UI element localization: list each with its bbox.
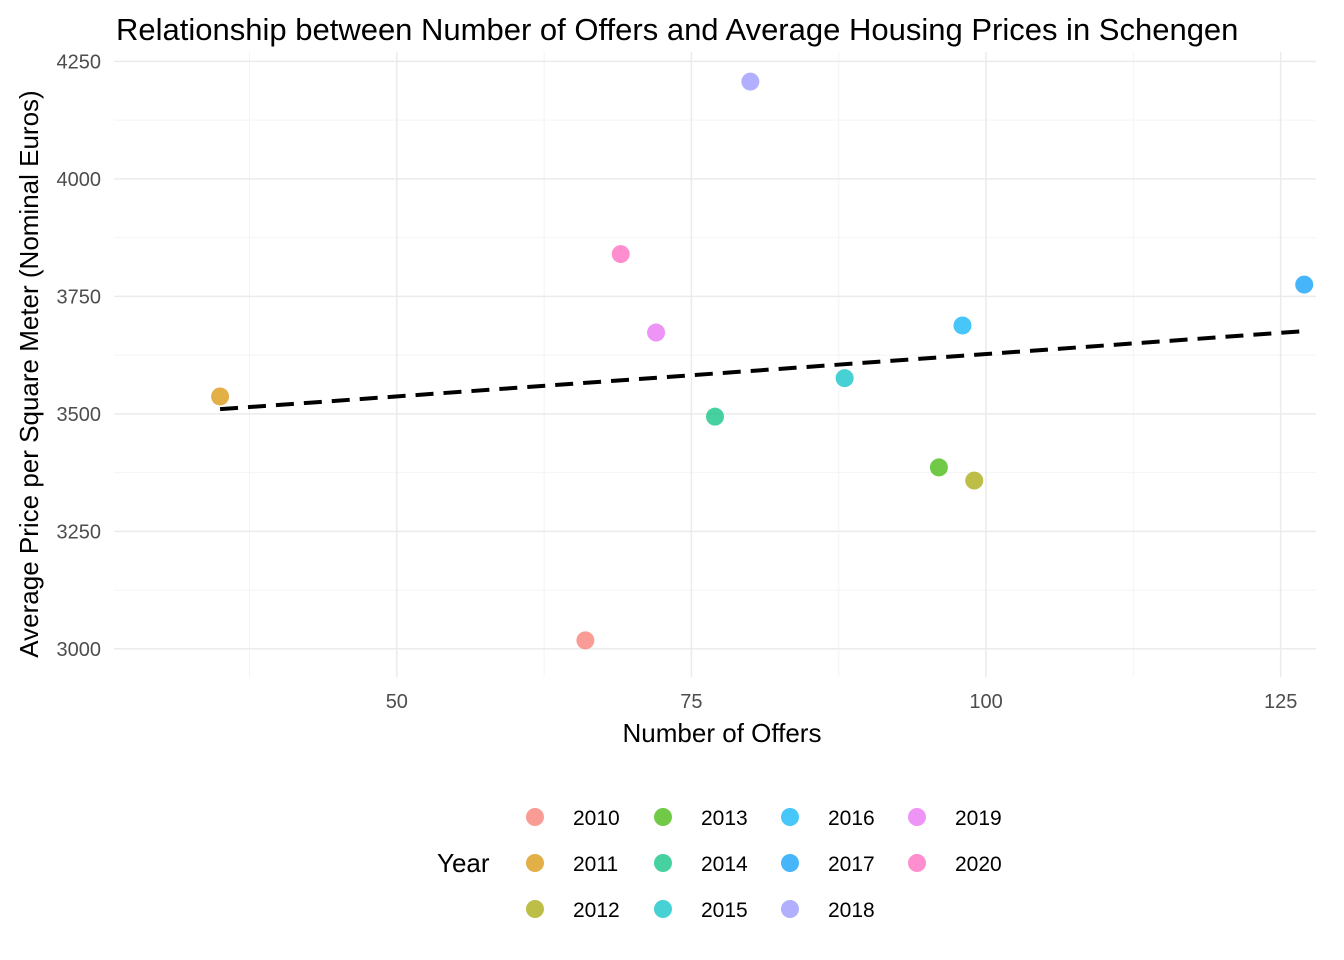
legend-label-2012: 2012 <box>573 899 620 922</box>
x-tick-label: 75 <box>680 691 702 713</box>
x-tick-label: 125 <box>1264 691 1297 713</box>
data-point-2012 <box>965 471 984 490</box>
y-tick-label: 3000 <box>57 639 102 661</box>
legend-key-2011 <box>526 854 544 872</box>
legend-label-2019: 2019 <box>955 807 1002 830</box>
legend-key-2016 <box>781 808 799 826</box>
legend-key-2015 <box>654 900 672 918</box>
data-points <box>211 72 1314 650</box>
data-point-2010 <box>576 631 595 650</box>
data-point-2015 <box>835 369 854 388</box>
y-tick-label: 3500 <box>57 404 102 426</box>
legend-key-2020 <box>908 854 926 872</box>
legend-label-2013: 2013 <box>701 807 748 830</box>
y-axis-title: Average Price per Square Meter (Nominal … <box>14 90 44 657</box>
trend-line-group <box>219 329 1305 412</box>
data-point-2014 <box>706 407 724 426</box>
legend-key-2019 <box>908 808 926 826</box>
legend-label-2011: 2011 <box>573 853 618 876</box>
y-tick-label: 3750 <box>57 286 102 308</box>
data-point-2019 <box>647 323 666 342</box>
x-axis-title: Number of Offers <box>623 718 822 748</box>
legend-label-2020: 2020 <box>955 853 1002 876</box>
x-tick-label: 100 <box>969 691 1002 713</box>
x-axis-ticks: 50 75 100 125 <box>386 691 1298 713</box>
legend-key-2018 <box>781 900 799 918</box>
legend: Year 20102011201220132014201520162017201… <box>437 807 1002 922</box>
data-point-2017 <box>1295 275 1314 294</box>
legend-key-2012 <box>526 900 544 918</box>
legend-label-2016: 2016 <box>828 807 875 830</box>
grid <box>114 52 1316 677</box>
data-point-2011 <box>211 387 230 406</box>
legend-items: 2010 2011 2012 2013 2014 2015 2016 2017 2018 2019… <box>526 807 1002 922</box>
legend-label-2017: 2017 <box>828 853 875 876</box>
legend-key-2013 <box>654 808 672 826</box>
chart-title: Relationship between Number of Offers an… <box>116 12 1238 47</box>
legend-label-2018: 2018 <box>828 899 875 922</box>
data-point-2018 <box>741 72 760 91</box>
y-tick-label: 4000 <box>57 169 102 191</box>
legend-title: Year <box>437 848 490 878</box>
legend-key-2017 <box>781 854 799 872</box>
legend-label-2010: 2010 <box>573 807 620 830</box>
y-tick-label: 4250 <box>57 51 102 73</box>
x-tick-label: 50 <box>386 691 408 713</box>
legend-key-2010 <box>526 808 544 826</box>
y-axis-ticks: 3000 3250 3500 3750 4000 4250 <box>57 51 102 660</box>
trend-line <box>219 329 1305 412</box>
legend-key-2014 <box>654 854 672 872</box>
data-point-2020 <box>611 245 630 264</box>
data-point-2016 <box>953 316 972 335</box>
legend-label-2015: 2015 <box>701 899 748 922</box>
data-point-2013 <box>929 458 948 477</box>
y-tick-label: 3250 <box>57 521 102 543</box>
legend-label-2014: 2014 <box>701 853 748 876</box>
